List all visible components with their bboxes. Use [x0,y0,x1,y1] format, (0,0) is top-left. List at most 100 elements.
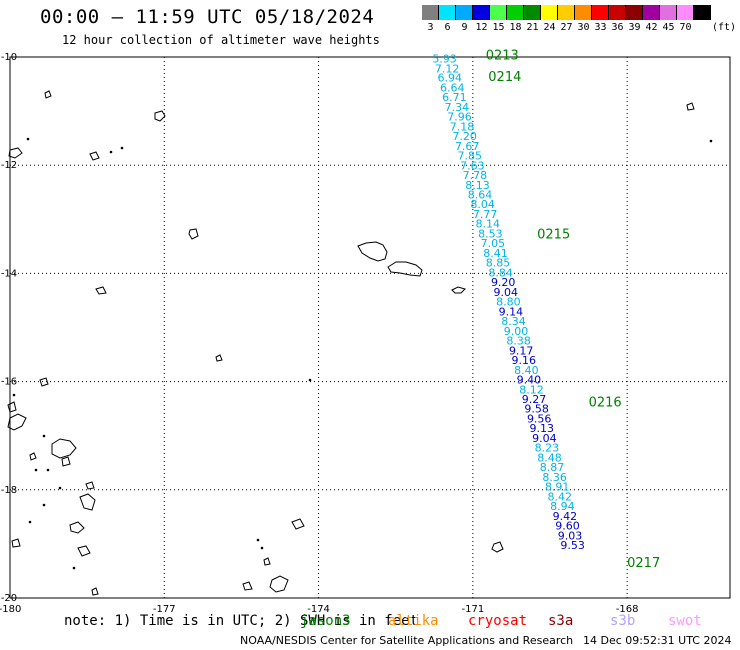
wave-height-value: 9.60 [555,520,580,533]
island-cook-east [686,102,695,111]
lat-tick-label: -18 [1,485,17,496]
map-frame [9,56,731,599]
lon-tick-label: -180 [0,604,21,615]
wave-height-value: 8.94 [550,500,575,513]
colorbar-swatch [473,5,490,20]
legend-item-altika: altika [388,613,439,629]
page-title: 00:00 – 11:59 UTC 05/18/2024 [40,6,375,28]
colorbar-swatch [558,5,575,20]
colorbar-label: 36 [611,22,624,33]
islet [308,378,312,382]
islet [58,486,62,490]
wave-height-value: 9.13 [530,422,555,435]
colorbar-swatch [626,5,643,20]
wave-height-value: 8.41 [483,247,508,260]
islet [42,503,46,507]
colorbar-label: 70 [679,22,692,33]
colorbar-label: 42 [645,22,658,33]
island-tonga-west-3 [77,545,91,557]
wave-height-value: 8.42 [548,490,573,503]
wave-height-value: 8.12 [519,383,544,396]
wave-height-value: 9.53 [560,539,585,552]
map-axis-labels: -180-177-174-171-168-16-10-12-14-16-18-2… [0,52,638,615]
wave-height-value: 8.64 [468,188,493,201]
pass-time-label: 0215 [537,227,570,242]
colorbar-label: 12 [475,22,488,33]
footer-credit: NOAA/NESDIS Center for Satellite Applica… [240,634,574,647]
wave-height-value: 8.48 [537,451,562,464]
islet [42,434,46,438]
colorbar-swatch [677,5,694,20]
colorbar-label: 45 [662,22,675,33]
islet [46,468,50,472]
colorbar-label: 24 [543,22,556,33]
island-fiji-taveuni [7,401,17,413]
wave-height-value: 7.12 [435,62,460,75]
wave-height-value: 8.40 [514,364,539,377]
island-vavau [51,438,77,459]
island-niue [491,541,504,553]
colorbar-label: 27 [560,22,573,33]
wave-height-value: 8.80 [496,296,521,309]
island-reef-5 [91,587,99,596]
wave-height-value: 9.58 [524,403,549,416]
altimeter-track: 5.937.126.946.646.717.347.967.187.207.67… [432,48,660,570]
island-reef-3 [29,452,37,461]
wave-height-value: 9.03 [558,529,583,542]
island-tonga-south-3 [242,581,253,591]
page-subtitle: 12 hour collection of altimeter wave hei… [62,33,380,47]
colorbar-unit: (ft) [712,22,737,33]
lon-tick-label: -174 [307,604,330,615]
wave-height-value: 9.17 [509,344,534,357]
wave-height-value: 9.16 [512,354,537,367]
legend-item-cryosat: cryosat [468,613,528,629]
islet [120,146,124,150]
wave-height-value: 7.67 [455,140,480,153]
lat-tick-label: -12 [1,160,17,171]
islet [12,393,16,397]
island-savaii-east [387,261,423,277]
wave-height-value: 7.20 [452,130,477,143]
colorbar-label: 39 [628,22,641,33]
colorbar-swatch [643,5,660,20]
wave-height-value: 8.14 [476,218,501,231]
islet [256,538,260,542]
map-grid [9,56,731,599]
colorbar-swatch [575,5,592,20]
wave-height-value: 9.27 [522,393,547,406]
colorbar-swatch [592,5,609,20]
wave-height-value: 9.00 [504,325,529,338]
wave-height-value: 5.93 [432,53,457,66]
wave-height-value: 7.96 [447,111,472,124]
legend-item-swot: swot [668,613,702,629]
pass-time-label: 0216 [589,396,622,411]
colorbar [422,5,711,20]
island-reef-2 [39,377,49,387]
pass-time-label: 0214 [488,70,521,85]
island-tutuila [451,286,466,294]
wave-height-value: 8.38 [506,335,531,348]
wave-height-value: 7.85 [458,150,483,163]
colorbar-swatch [660,5,677,20]
wave-height-value: 9.56 [527,412,552,425]
wave-height-value: 6.71 [442,91,467,104]
islet [72,566,76,570]
island-futuna [188,228,199,240]
legend-item-jason3: jason3 [300,613,351,629]
wave-height-value: 9.20 [491,276,516,289]
islet [28,520,32,524]
island-tonga-west-2 [11,538,21,548]
wave-height-value: 8.36 [542,471,567,484]
colorbar-label: 6 [444,22,451,33]
wave-height-value: 7.63 [460,159,485,172]
islet [709,139,713,143]
islet [26,137,30,141]
island-niuatoputapu [95,286,107,295]
colorbar-swatch [694,5,711,20]
wave-height-value: 9.40 [517,374,542,387]
satellite-legend: jason3 altika cryosat s3a s3b swot [0,613,740,631]
colorbar-label: 9 [461,22,468,33]
wave-height-value: 9.14 [499,305,524,318]
wave-height-value: 7.78 [463,169,488,182]
